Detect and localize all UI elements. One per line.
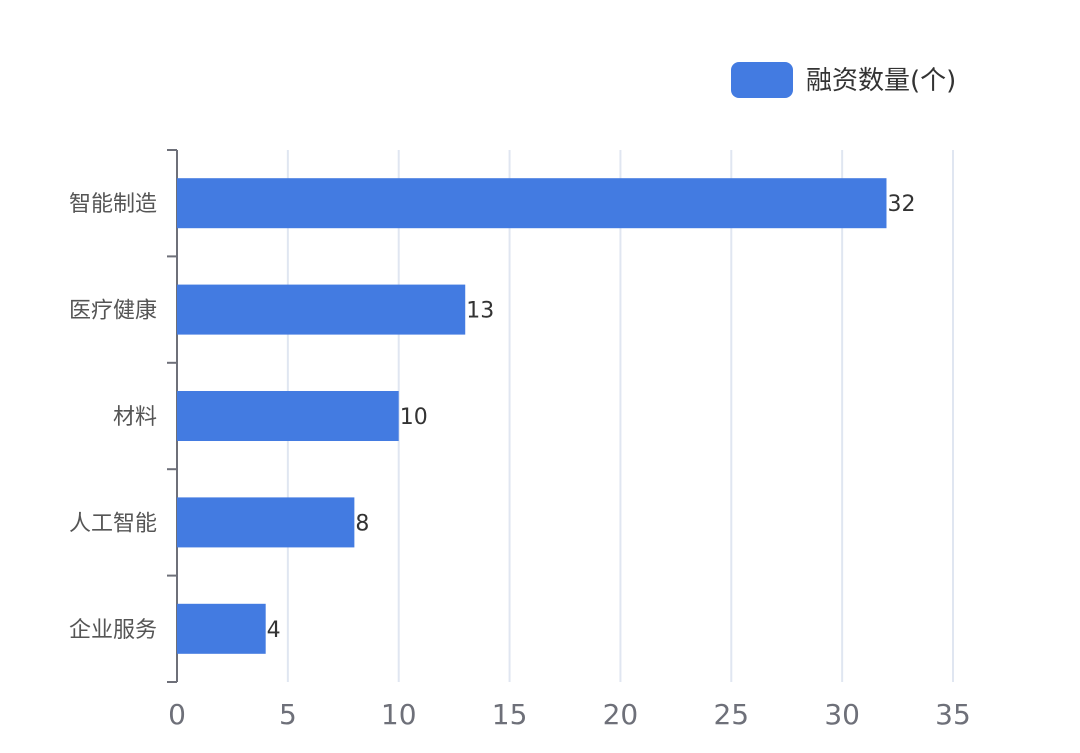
bar	[177, 603, 266, 654]
x-tick-label: 30	[824, 698, 860, 731]
x-tick-label: 25	[713, 698, 749, 731]
legend-label: 融资数量(个)	[806, 66, 956, 96]
category-label: 材料	[113, 405, 157, 430]
data-label: 10	[400, 405, 428, 430]
bar	[177, 284, 466, 335]
data-label: 4	[267, 618, 281, 643]
labels: 0 5 10 15 20 25 30 35 智能制造 32 医疗健康 13 材料 10 人工智能 8 企业服务 4	[69, 192, 971, 731]
bars	[177, 178, 887, 654]
x-tick-label: 5	[279, 698, 297, 731]
x-tick-label: 20	[603, 698, 639, 731]
legend-swatch	[731, 62, 793, 98]
bar	[177, 178, 887, 229]
gridlines	[286, 150, 954, 682]
category-label: 人工智能	[69, 511, 157, 536]
x-tick-label: 0	[168, 698, 186, 731]
category-label: 医疗健康	[69, 299, 157, 324]
bar	[177, 390, 399, 442]
x-tick-label: 35	[935, 698, 971, 731]
data-label: 32	[887, 192, 915, 217]
category-label: 企业服务	[69, 618, 157, 643]
data-label: 8	[355, 511, 369, 536]
category-label: 智能制造	[69, 192, 157, 217]
data-label: 13	[466, 299, 494, 324]
legend: 融资数量(个)	[731, 62, 956, 98]
x-tick-label: 10	[381, 698, 417, 731]
axes	[167, 149, 178, 683]
x-tick-label: 15	[492, 698, 528, 731]
bar	[177, 497, 355, 548]
